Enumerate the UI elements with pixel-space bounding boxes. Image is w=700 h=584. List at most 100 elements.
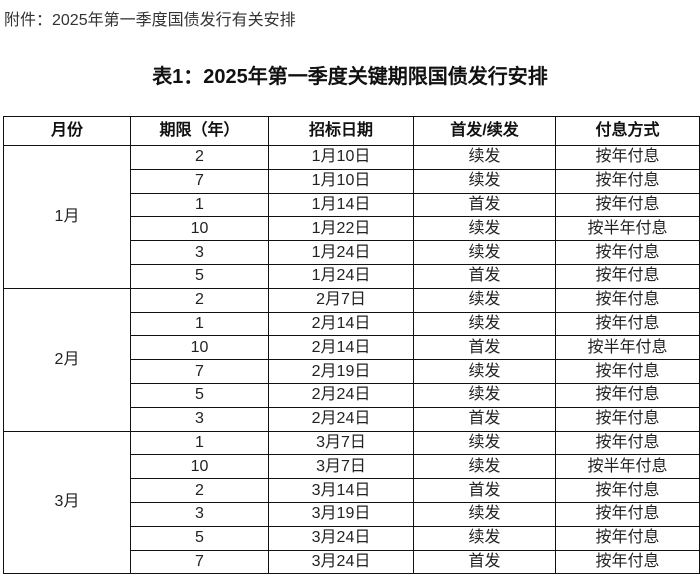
interest-payment-cell: 按年付息 xyxy=(555,168,700,194)
interest-payment-cell: 按年付息 xyxy=(555,311,700,337)
attachment-label: 附件：2025年第一季度国债发行有关安排 xyxy=(4,12,296,29)
table-row: 7 1月10日 续发 按年付息 xyxy=(4,168,700,194)
auction-date-cell: 3月14日 xyxy=(268,478,414,503)
table-row: 7 3月24日 首发 按年付息 xyxy=(4,549,700,575)
issue-type-cell: 首发 xyxy=(413,263,556,289)
header-term: 期限（年） xyxy=(130,116,269,146)
issue-type-cell: 首发 xyxy=(413,478,556,503)
term-cell: 5 xyxy=(130,263,269,289)
auction-date-cell: 1月22日 xyxy=(268,216,414,242)
term-cell: 3 xyxy=(130,240,269,265)
term-cell: 3 xyxy=(130,501,269,527)
auction-date-cell: 2月14日 xyxy=(268,311,414,337)
auction-date-cell: 3月7日 xyxy=(268,454,414,480)
interest-payment-cell: 按年付息 xyxy=(555,287,700,313)
bond-issuance-table: 月份 期限（年） 招标日期 首发/续发 付息方式 1月 2 1月10日 续发 按年付息 7… xyxy=(3,116,700,575)
table-row: 5 1月24日 首发 按年付息 xyxy=(4,263,700,289)
issue-type-cell: 续发 xyxy=(413,525,556,551)
interest-payment-cell: 按年付息 xyxy=(555,192,700,218)
interest-payment-cell: 按半年付息 xyxy=(555,335,700,361)
table-row: 10 2月14日 首发 按半年付息 xyxy=(4,335,700,361)
issue-type-cell: 续发 xyxy=(413,168,556,194)
table-row: 2月 2 2月7日 续发 按年付息 xyxy=(3,287,700,432)
interest-payment-cell: 按年付息 xyxy=(555,478,700,503)
term-cell: 10 xyxy=(130,335,269,361)
issue-type-cell: 续发 xyxy=(413,359,556,384)
issue-type-cell: 续发 xyxy=(413,240,556,265)
term-cell: 2 xyxy=(130,478,269,503)
issue-type-cell: 首发 xyxy=(413,192,556,218)
term-cell: 1 xyxy=(130,192,269,218)
month-cell: 2月 xyxy=(3,287,131,432)
interest-payment-cell: 按半年付息 xyxy=(555,454,700,480)
term-cell: 5 xyxy=(130,525,269,551)
auction-date-cell: 3月24日 xyxy=(268,549,414,575)
auction-date-cell: 2月19日 xyxy=(268,359,414,384)
term-cell: 3 xyxy=(130,406,269,432)
issue-type-cell: 续发 xyxy=(413,430,556,456)
issue-type-cell: 续发 xyxy=(413,501,556,527)
auction-date-cell: 1月14日 xyxy=(268,192,414,218)
issue-type-cell: 续发 xyxy=(413,216,556,242)
table-row: 2 3月14日 首发 按年付息 xyxy=(4,478,700,503)
term-cell: 7 xyxy=(130,549,269,575)
table-row: 3 3月19日 续发 按年付息 xyxy=(4,501,700,527)
header-auction-date: 招标日期 xyxy=(268,116,414,146)
interest-payment-cell: 按年付息 xyxy=(555,430,700,456)
issue-type-cell: 首发 xyxy=(413,335,556,361)
issue-type-cell: 续发 xyxy=(413,454,556,480)
table-row: 10 1月22日 续发 按半年付息 xyxy=(4,216,700,242)
table-row: 1月 2 1月10日 续发 按年付息 xyxy=(3,145,700,289)
table-row: 3月 1 3月7日 续发 按年付息 xyxy=(3,430,700,575)
interest-payment-cell: 按年付息 xyxy=(555,263,700,289)
auction-date-cell: 2月24日 xyxy=(268,382,414,408)
term-cell: 10 xyxy=(130,216,269,242)
issue-type-cell: 续发 xyxy=(413,382,556,408)
interest-payment-cell: 按年付息 xyxy=(555,240,700,265)
issue-type-cell: 首发 xyxy=(413,549,556,575)
table-row: 5 3月24日 续发 按年付息 xyxy=(4,525,700,551)
issue-type-cell: 续发 xyxy=(413,145,556,170)
auction-date-cell: 1月24日 xyxy=(268,263,414,289)
table-row: 1 2月14日 续发 按年付息 xyxy=(4,311,700,337)
auction-date-cell: 2月14日 xyxy=(268,335,414,361)
table-header-row: 月份 期限（年） 招标日期 首发/续发 付息方式 xyxy=(3,116,700,146)
auction-date-cell: 2月24日 xyxy=(268,406,414,432)
term-cell: 7 xyxy=(130,359,269,384)
term-cell: 1 xyxy=(130,430,269,456)
interest-payment-cell: 按年付息 xyxy=(555,406,700,432)
auction-date-cell: 1月10日 xyxy=(268,145,414,170)
issue-type-cell: 续发 xyxy=(413,287,556,313)
interest-payment-cell: 按年付息 xyxy=(555,501,700,527)
term-cell: 1 xyxy=(130,311,269,337)
table-row: 1 1月14日 首发 按年付息 xyxy=(4,192,700,218)
table-row: 7 2月19日 续发 按年付息 xyxy=(4,359,700,384)
term-cell: 7 xyxy=(130,168,269,194)
auction-date-cell: 3月7日 xyxy=(268,430,414,456)
interest-payment-cell: 按年付息 xyxy=(555,525,700,551)
term-cell: 2 xyxy=(130,145,269,170)
table-title: 表1：2025年第一季度关键期限国债发行安排 xyxy=(152,66,548,88)
auction-date-cell: 2月7日 xyxy=(268,287,414,313)
auction-date-cell: 1月10日 xyxy=(268,168,414,194)
interest-payment-cell: 按年付息 xyxy=(555,549,700,575)
table-row: 3 2月24日 首发 按年付息 xyxy=(4,406,700,432)
auction-date-cell: 1月24日 xyxy=(268,240,414,265)
month-cell: 1月 xyxy=(3,145,131,289)
interest-payment-cell: 按半年付息 xyxy=(555,216,700,242)
header-issue-type: 首发/续发 xyxy=(413,116,556,146)
header-month: 月份 xyxy=(3,116,131,146)
interest-payment-cell: 按年付息 xyxy=(555,382,700,408)
interest-payment-cell: 按年付息 xyxy=(555,145,700,170)
table-row: 5 2月24日 续发 按年付息 xyxy=(4,382,700,408)
issue-type-cell: 续发 xyxy=(413,311,556,337)
interest-payment-cell: 按年付息 xyxy=(555,359,700,384)
auction-date-cell: 3月24日 xyxy=(268,525,414,551)
month-cell: 3月 xyxy=(3,430,131,575)
issue-type-cell: 首发 xyxy=(413,406,556,432)
term-cell: 2 xyxy=(130,287,269,313)
term-cell: 5 xyxy=(130,382,269,408)
auction-date-cell: 3月19日 xyxy=(268,501,414,527)
term-cell: 10 xyxy=(130,454,269,480)
header-interest-payment: 付息方式 xyxy=(555,116,700,146)
